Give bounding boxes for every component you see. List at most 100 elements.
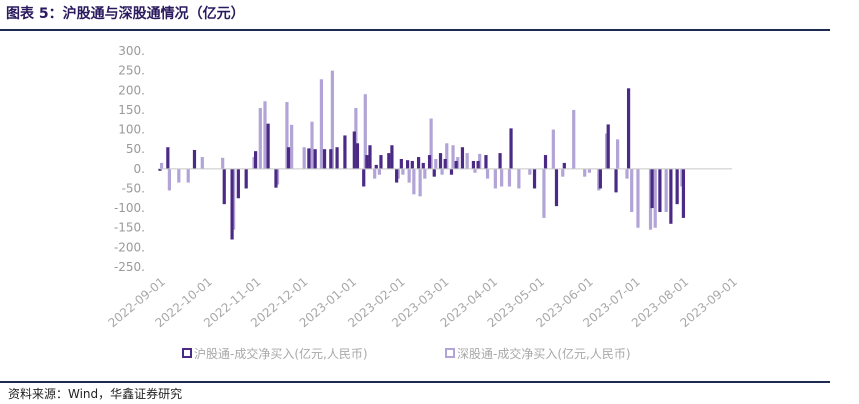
bar-shanghai <box>476 160 480 169</box>
bar-shanghai <box>410 160 414 169</box>
bar-shanghai <box>222 168 226 205</box>
bar-shanghai <box>484 155 488 169</box>
bar-shanghai <box>322 149 327 169</box>
page-title: 图表 5：沪股通与深股通情况（亿元） <box>6 6 245 22</box>
bar-shanghai <box>606 124 610 169</box>
source-note: 资料来源：Wind，华鑫证券研究 <box>8 387 183 401</box>
legend: 沪股通-成交净买入(亿元,人民币) 深股通-成交净买入(亿元,人民币) <box>182 346 631 361</box>
bar-shanghai <box>335 147 339 169</box>
bar-shanghai <box>307 148 311 169</box>
bar-shenzhen <box>517 168 521 189</box>
bar-shanghai <box>244 168 248 189</box>
y-tick-label: 150. <box>118 103 145 117</box>
bottom-rule <box>0 381 830 383</box>
bar-shanghai <box>449 168 454 175</box>
bar-shanghai <box>675 168 679 205</box>
bar-shanghai <box>543 155 548 169</box>
y-tick-label: 250. <box>118 64 145 78</box>
bar-shanghai <box>236 168 240 199</box>
bar-shanghai <box>352 131 356 169</box>
bar-shenzhen <box>412 168 416 195</box>
bar-shanghai <box>387 153 391 169</box>
bar-shenzhen <box>221 157 225 169</box>
bar-shenzhen <box>630 168 634 213</box>
bar-shanghai <box>471 160 476 169</box>
bar-shanghai <box>355 143 360 169</box>
bar-shenzhen <box>290 124 294 169</box>
y-tick-label: 50. <box>126 142 145 156</box>
bar-shenzhen <box>310 121 314 169</box>
x-axis: 2022-09-012022-10-012022-11-012022-12-01… <box>105 275 739 331</box>
bar-shenzhen <box>159 162 164 169</box>
bar-shanghai <box>443 159 447 169</box>
bar-shenzhen <box>177 168 181 183</box>
bar-shenzhen <box>636 168 640 228</box>
bar-shanghai <box>432 168 436 177</box>
y-tick-label: 300. <box>118 44 145 58</box>
bar-shanghai <box>313 149 317 169</box>
y-tick-label: -200. <box>114 240 145 254</box>
bar-shanghai <box>379 155 383 169</box>
bar-shenzhen <box>445 143 449 169</box>
bar-shenzhen <box>528 168 532 175</box>
bar-shenzhen <box>551 129 555 169</box>
bar-shanghai <box>669 168 673 224</box>
bar-shanghai <box>374 164 378 169</box>
bar-shenzhen <box>423 168 427 179</box>
bar-shenzhen <box>451 145 455 169</box>
bar-shanghai <box>681 168 686 218</box>
bar-shanghai <box>626 88 631 169</box>
bar-shenzhen <box>625 168 629 179</box>
legend-swatch-shenzhen <box>445 348 455 358</box>
bar-shenzhen <box>587 168 591 173</box>
legend-label-shenzhen: 深股通-成交净买入(亿元,人民币) <box>457 346 631 361</box>
series-shanghai-bars <box>158 88 686 240</box>
legend-swatch-shanghai <box>182 348 192 358</box>
bar-shenzhen <box>407 168 411 183</box>
y-axis: 300. 250. 200. 150. 100. 50. 0. -50. -100. -150. -… <box>114 44 145 274</box>
bar-shanghai <box>532 168 537 189</box>
bar-shenzhen <box>373 168 377 179</box>
bar-shanghai <box>166 147 170 169</box>
bar-shenzhen <box>572 109 576 169</box>
bar-shenzhen <box>167 168 171 191</box>
bar-shanghai <box>460 147 465 169</box>
bar-shenzhen <box>200 157 204 169</box>
bar-shenzhen <box>434 159 438 169</box>
bar-shanghai <box>427 155 432 169</box>
bar-shanghai <box>343 135 347 169</box>
bar-shanghai <box>438 153 443 169</box>
bar-shanghai <box>390 145 394 169</box>
legend-label-shanghai: 沪股通-成交净买入(亿元,人民币) <box>194 346 368 361</box>
bar-shenzhen <box>258 107 262 169</box>
bar-shanghai <box>192 149 197 169</box>
bar-shanghai <box>274 168 278 188</box>
top-rule <box>0 29 830 31</box>
bar-shenzhen <box>485 168 490 179</box>
bar-shanghai <box>362 168 366 187</box>
bar-shenzhen <box>616 139 620 169</box>
y-tick-label: 200. <box>118 83 145 97</box>
bar-shenzhen <box>473 168 477 173</box>
bar-shanghai <box>650 168 654 209</box>
bar-shenzhen <box>186 168 190 183</box>
bar-shanghai <box>266 123 270 169</box>
bar-shenzhen <box>263 101 267 169</box>
bar-shenzhen <box>330 70 334 169</box>
bar-shenzhen <box>653 168 657 228</box>
bar-shanghai <box>158 168 162 171</box>
bar-shanghai <box>329 149 333 169</box>
y-tick-label: -100. <box>114 201 145 215</box>
bar-shenzhen <box>418 168 422 197</box>
bar-shenzhen <box>542 168 546 218</box>
series-shenzhen-bars <box>159 70 684 230</box>
bar-shenzhen <box>440 168 444 175</box>
bar-shanghai <box>421 162 425 169</box>
bar-shanghai <box>406 160 410 169</box>
y-tick-label: -50. <box>122 181 145 195</box>
bar-shenzhen <box>561 168 565 177</box>
bar-shenzhen <box>302 147 306 169</box>
bar-shanghai <box>562 162 566 169</box>
bar-shanghai <box>399 159 403 169</box>
y-tick-label: 100. <box>118 123 145 137</box>
